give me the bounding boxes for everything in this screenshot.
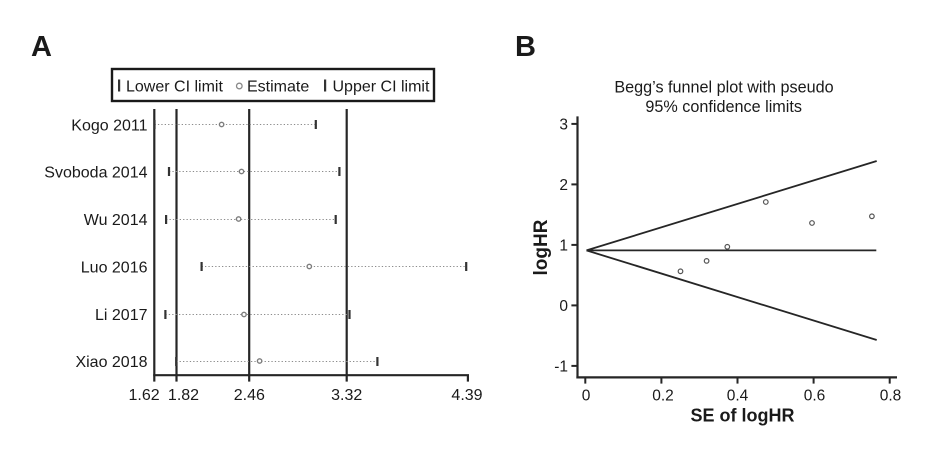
svg-text:Xiao 2018: Xiao 2018 [75,354,147,371]
svg-text:4.39: 4.39 [451,387,482,404]
svg-text:Li 2017: Li 2017 [95,307,148,324]
svg-text:Luo 2016: Luo 2016 [81,260,148,277]
svg-text:1.62: 1.62 [129,387,160,404]
svg-text:Begg’s funnel plot with pseudo: Begg’s funnel plot with pseudo [614,79,833,97]
svg-text:SE of logHR: SE of logHR [691,406,795,426]
svg-text:Wu 2014: Wu 2014 [84,212,148,229]
svg-text:2: 2 [559,177,568,194]
svg-text:A: A [31,31,52,63]
svg-text:1: 1 [559,237,568,254]
svg-text:3.32: 3.32 [331,387,362,404]
svg-text:Lower CI limit: Lower CI limit [126,79,223,96]
svg-text:0.8: 0.8 [880,387,902,404]
svg-text:0: 0 [559,298,568,315]
svg-text:0.4: 0.4 [727,387,749,404]
svg-text:95% confidence limits: 95% confidence limits [645,98,802,116]
svg-text:Kogo 2011: Kogo 2011 [71,118,147,135]
svg-text:-1: -1 [554,358,568,375]
svg-text:0.2: 0.2 [652,387,674,404]
svg-text:0.6: 0.6 [804,387,826,404]
svg-text:3: 3 [559,116,568,133]
svg-text:logHR: logHR [531,219,552,275]
svg-text:B: B [515,31,536,63]
svg-text:Upper CI limit: Upper CI limit [333,79,430,96]
svg-text:Estimate: Estimate [247,79,309,96]
svg-text:2.46: 2.46 [234,387,265,404]
svg-text:0: 0 [582,387,591,404]
svg-text:Svoboda 2014: Svoboda 2014 [44,165,147,182]
svg-text:1.82: 1.82 [168,387,199,404]
